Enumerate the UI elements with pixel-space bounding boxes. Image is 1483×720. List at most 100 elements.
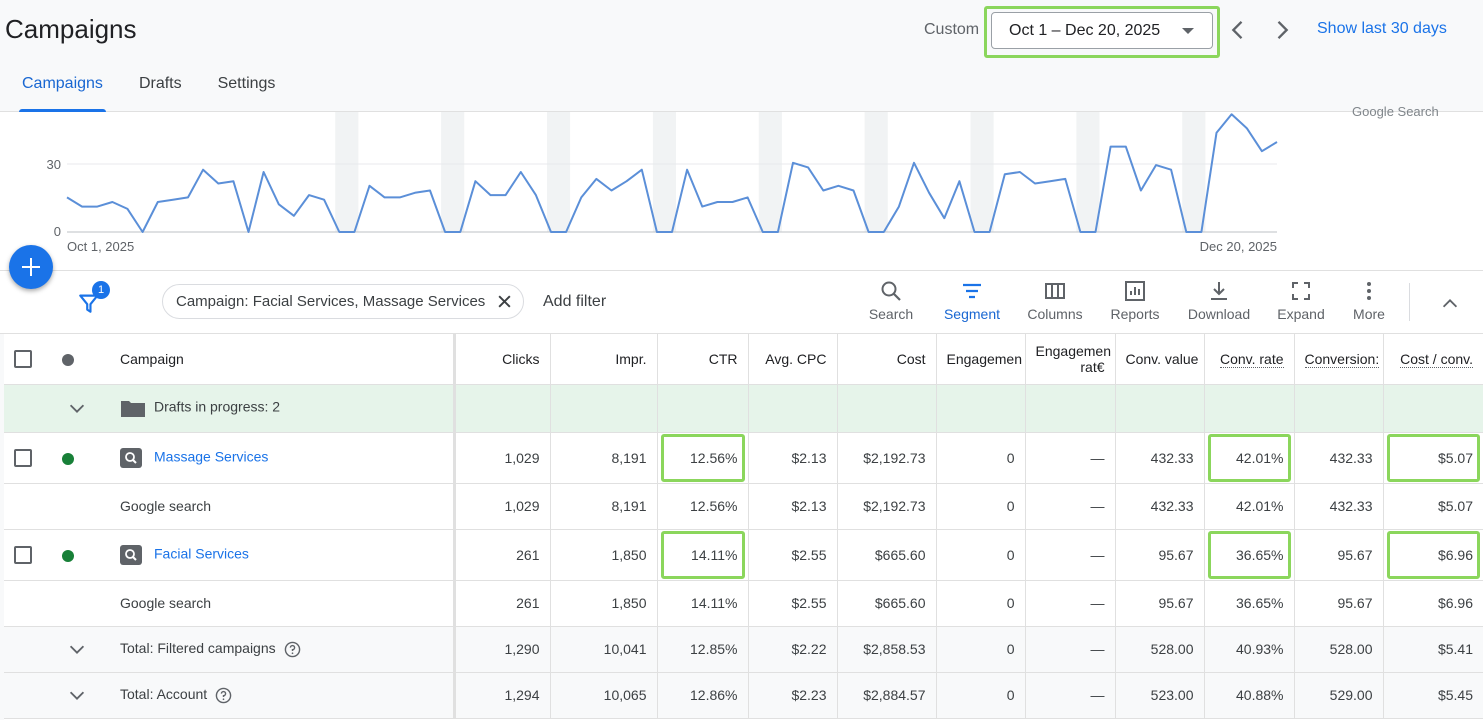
col-header-cost-conv[interactable]: Cost / conv. xyxy=(1383,334,1483,385)
drafts-row[interactable]: Drafts in progress: 2 xyxy=(4,384,1483,433)
tab-settings[interactable]: Settings xyxy=(217,75,276,92)
col-header-engagements[interactable]: Engagemen xyxy=(936,334,1026,385)
cell-ctr: 12.56% xyxy=(657,483,749,530)
cell-conversions: 432.33 xyxy=(1294,483,1384,530)
chevron-down-icon[interactable] xyxy=(66,397,88,419)
cell-avg-cpc: $2.13 xyxy=(748,432,838,484)
help-icon[interactable] xyxy=(284,641,301,658)
col-header-campaign[interactable]: Campaign xyxy=(110,334,456,385)
add-campaign-button[interactable] xyxy=(9,245,53,289)
weekend-band xyxy=(441,112,465,232)
cell-conv-rate-highlighted: 42.01% xyxy=(1204,432,1295,484)
expand-button[interactable]: Expand xyxy=(1274,279,1328,329)
select-all-checkbox[interactable] xyxy=(14,349,32,368)
row-checkbox[interactable] xyxy=(14,545,32,564)
col-header-line: Engagemen xyxy=(1035,342,1112,359)
col-header-cost[interactable]: Cost xyxy=(837,334,937,385)
help-icon[interactable] xyxy=(215,687,232,704)
weekend-band xyxy=(970,112,994,232)
reports-button[interactable]: Reports xyxy=(1108,279,1162,329)
chevron-down-icon[interactable] xyxy=(66,684,88,706)
add-filter-button[interactable]: Add filter xyxy=(543,293,607,310)
total-row-filtered: Total: Filtered campaigns 1,290 10,041 1… xyxy=(4,626,1483,673)
row-checkbox[interactable] xyxy=(14,448,32,467)
campaigns-table: Campaign Clicks Impr. CTR Avg. CPC Cost … xyxy=(4,334,1483,719)
cell-avg-cpc: $2.55 xyxy=(748,580,838,627)
cell-engagements: 0 xyxy=(936,432,1026,484)
weekend-bands xyxy=(335,112,1206,232)
chevron-up-icon[interactable] xyxy=(1439,293,1461,315)
download-button[interactable]: Download xyxy=(1186,279,1252,329)
weekend-band xyxy=(1076,112,1100,232)
cell-conv-value: 432.33 xyxy=(1115,483,1205,530)
chart-legend-series: Google Search xyxy=(1352,104,1439,119)
col-header-line: rat€ xyxy=(1080,358,1105,375)
col-header-clicks[interactable]: Clicks xyxy=(454,334,551,385)
cell-cost-conv: $5.45 xyxy=(1383,672,1483,719)
tab-bar: Campaigns Drafts Settings xyxy=(19,70,311,112)
cell-impr: 1,850 xyxy=(550,529,658,581)
cell-avg-cpc: $2.23 xyxy=(748,672,838,719)
cell-engagement-rate: — xyxy=(1025,672,1116,719)
filter-count-badge: 1 xyxy=(92,281,110,299)
col-header-conv-value[interactable]: Conv. value xyxy=(1115,334,1205,385)
weekend-band xyxy=(547,112,571,232)
cell-ctr-highlighted: 14.11% xyxy=(657,529,749,581)
col-header-impr[interactable]: Impr. xyxy=(550,334,658,385)
search-button[interactable]: Search xyxy=(866,279,916,329)
cell-cost: $665.60 xyxy=(837,580,937,627)
col-header-conv-rate[interactable]: Conv. rate xyxy=(1204,334,1295,385)
cell-conv-rate: 36.65% xyxy=(1204,580,1295,627)
total-label: Total: Account xyxy=(120,686,208,703)
cell-conversions: 528.00 xyxy=(1294,626,1384,673)
campaign-name-link[interactable]: Facial Services xyxy=(154,545,249,562)
col-header-engagement-rate[interactable]: Engagemen rat€ xyxy=(1025,334,1116,385)
cell-engagements: 0 xyxy=(936,626,1026,673)
cell-ctr-highlighted: 12.56% xyxy=(657,432,749,484)
cell-engagements: 0 xyxy=(936,672,1026,719)
cell-conv-value: 95.67 xyxy=(1115,529,1205,581)
y-tick-label: 30 xyxy=(47,157,61,172)
cell-cost-conv: $5.41 xyxy=(1383,626,1483,673)
toolbar-divider xyxy=(1409,283,1410,321)
cell-impr: 8,191 xyxy=(550,483,658,530)
search-campaign-icon xyxy=(120,447,142,468)
show-last-30-days-link[interactable]: Show last 30 days xyxy=(1317,20,1447,37)
columns-button[interactable]: Columns xyxy=(1026,279,1084,329)
tab-drafts[interactable]: Drafts xyxy=(138,75,182,92)
date-range-picker[interactable]: Oct 1 – Dec 20, 2025 xyxy=(991,12,1213,49)
chevron-down-icon[interactable] xyxy=(66,638,88,660)
campaign-name-link[interactable]: Massage Services xyxy=(154,448,269,465)
more-vert-icon xyxy=(1367,282,1371,300)
cell-clicks: 261 xyxy=(454,580,551,627)
col-header-ctr[interactable]: CTR xyxy=(657,334,749,385)
col-header-avg-cpc[interactable]: Avg. CPC xyxy=(748,334,838,385)
filter-chip[interactable]: Campaign: Facial Services, Massage Servi… xyxy=(162,284,525,319)
cell-impr: 10,065 xyxy=(550,672,658,719)
total-label: Total: Filtered campaigns xyxy=(120,640,276,657)
more-button[interactable]: More xyxy=(1348,279,1390,329)
col-header-conversions[interactable]: Conversion: xyxy=(1294,334,1384,385)
chevron-right-icon[interactable] xyxy=(1268,16,1296,44)
cell-impr: 1,850 xyxy=(550,580,658,627)
table-row: Massage Services 1,029 8,191 12.56% $2.1… xyxy=(4,432,1483,484)
cell-engagements: 0 xyxy=(936,483,1026,530)
table-row: Google search 1,029 8,191 12.56% $2.13 $… xyxy=(4,483,1483,530)
cell-conv-value: 432.33 xyxy=(1115,432,1205,484)
date-picker-highlight xyxy=(984,6,1220,58)
segment-button[interactable]: Segment xyxy=(940,279,1004,329)
cell-engagement-rate: — xyxy=(1025,483,1116,530)
search-button-label: Search xyxy=(868,306,914,322)
x-tick-label-end: Dec 20, 2025 xyxy=(1200,239,1277,254)
cell-cost-conv: $5.07 xyxy=(1383,483,1483,530)
col-header-label: Conversion: xyxy=(1304,350,1380,368)
chevron-left-icon[interactable] xyxy=(1224,16,1252,44)
cell-avg-cpc: $2.22 xyxy=(748,626,838,673)
close-icon[interactable] xyxy=(497,294,512,309)
more-button-label: More xyxy=(1353,306,1385,322)
cell-conv-value: 528.00 xyxy=(1115,626,1205,673)
tab-campaigns[interactable]: Campaigns xyxy=(19,70,106,112)
y-tick-label: 0 xyxy=(54,224,61,239)
cell-conv-rate: 40.93% xyxy=(1204,626,1295,673)
cell-clicks: 261 xyxy=(454,529,551,581)
